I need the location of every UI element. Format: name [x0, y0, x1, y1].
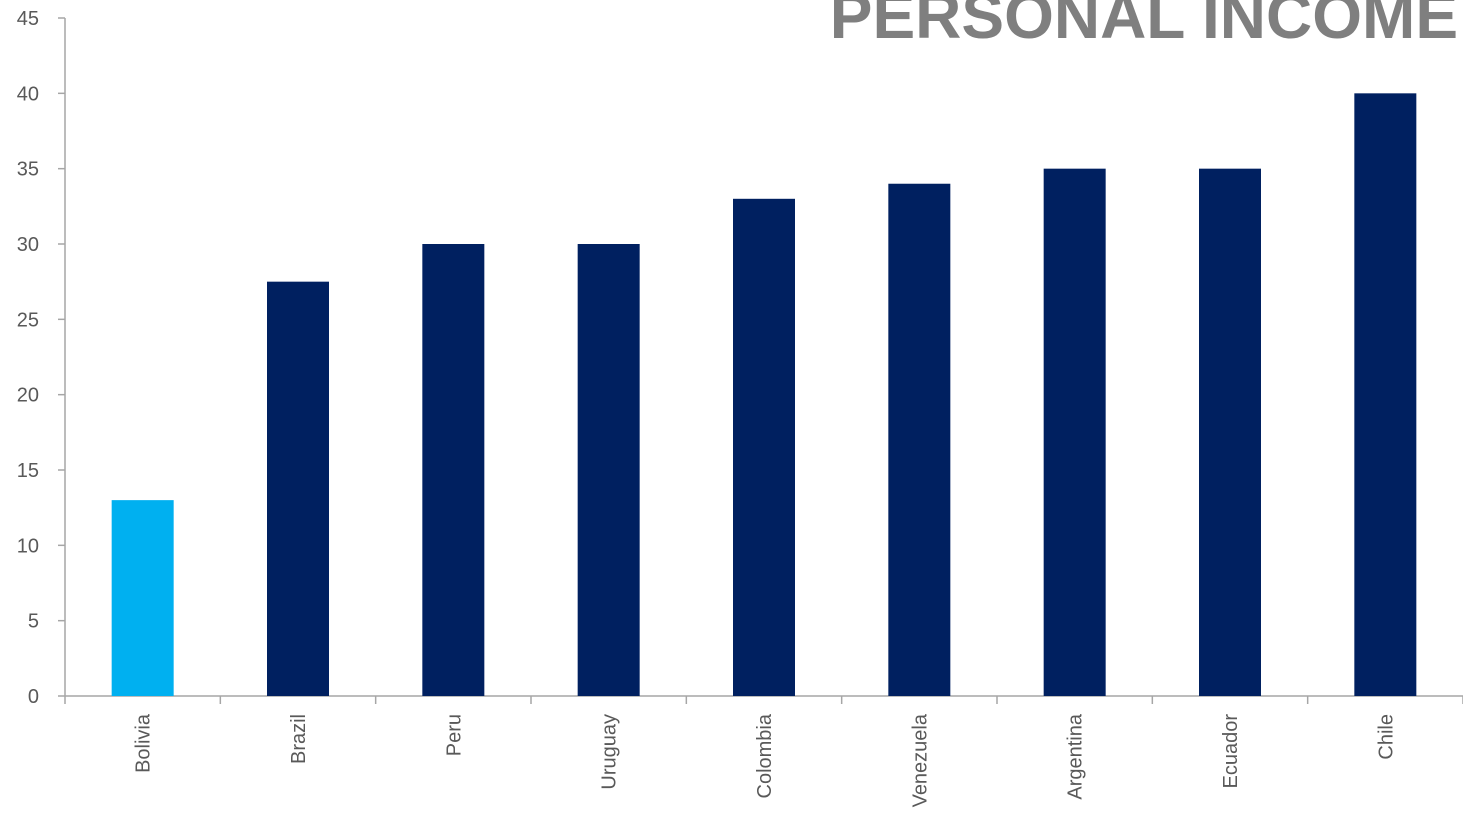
bar-argentina: [1043, 168, 1106, 696]
category-label-colombia: Colombia: [754, 713, 776, 798]
y-tick-label: 0: [28, 686, 39, 708]
y-tick-label: 40: [17, 83, 39, 105]
category-label-bolivia: Bolivia: [133, 713, 155, 773]
y-tick-label: 5: [28, 611, 39, 633]
bar-brazil: [267, 281, 329, 696]
chart-title: PERSONAL INCOME: [830, 0, 1458, 52]
y-tick-label: 45: [17, 8, 39, 30]
y-tick-label: 25: [17, 309, 39, 331]
category-label-venezuela: Venezuela: [909, 713, 931, 807]
bar-ecuador: [1199, 168, 1261, 696]
bar-venezuela: [888, 183, 951, 696]
category-label-chile: Chile: [1375, 714, 1397, 760]
bar-peru: [422, 244, 485, 696]
y-tick-label: 15: [17, 460, 39, 482]
x-axis: [64, 695, 1463, 704]
bar-chile: [1354, 93, 1417, 697]
category-label-peru: Peru: [443, 714, 465, 756]
bar-bolivia: [111, 500, 174, 696]
bar-uruguay: [577, 244, 640, 696]
category-label-uruguay: Uruguay: [599, 714, 621, 790]
category-label-argentina: Argentina: [1065, 713, 1087, 799]
bar-colombia: [733, 198, 795, 697]
category-labels: Bolivia Brazil Peru Uruguay Colombia Venezuel…: [133, 713, 1398, 807]
category-label-brazil: Brazil: [288, 714, 310, 764]
category-label-ecuador: Ecuador: [1220, 714, 1242, 789]
y-tick-label: 35: [17, 159, 39, 181]
y-axis: 0 5 10 15 20 25 30 35 40 45: [17, 8, 66, 708]
y-tick-label: 30: [17, 234, 39, 256]
bars: [111, 93, 1417, 697]
y-tick-label: 10: [17, 535, 39, 557]
y-tick-label: 20: [17, 385, 39, 407]
